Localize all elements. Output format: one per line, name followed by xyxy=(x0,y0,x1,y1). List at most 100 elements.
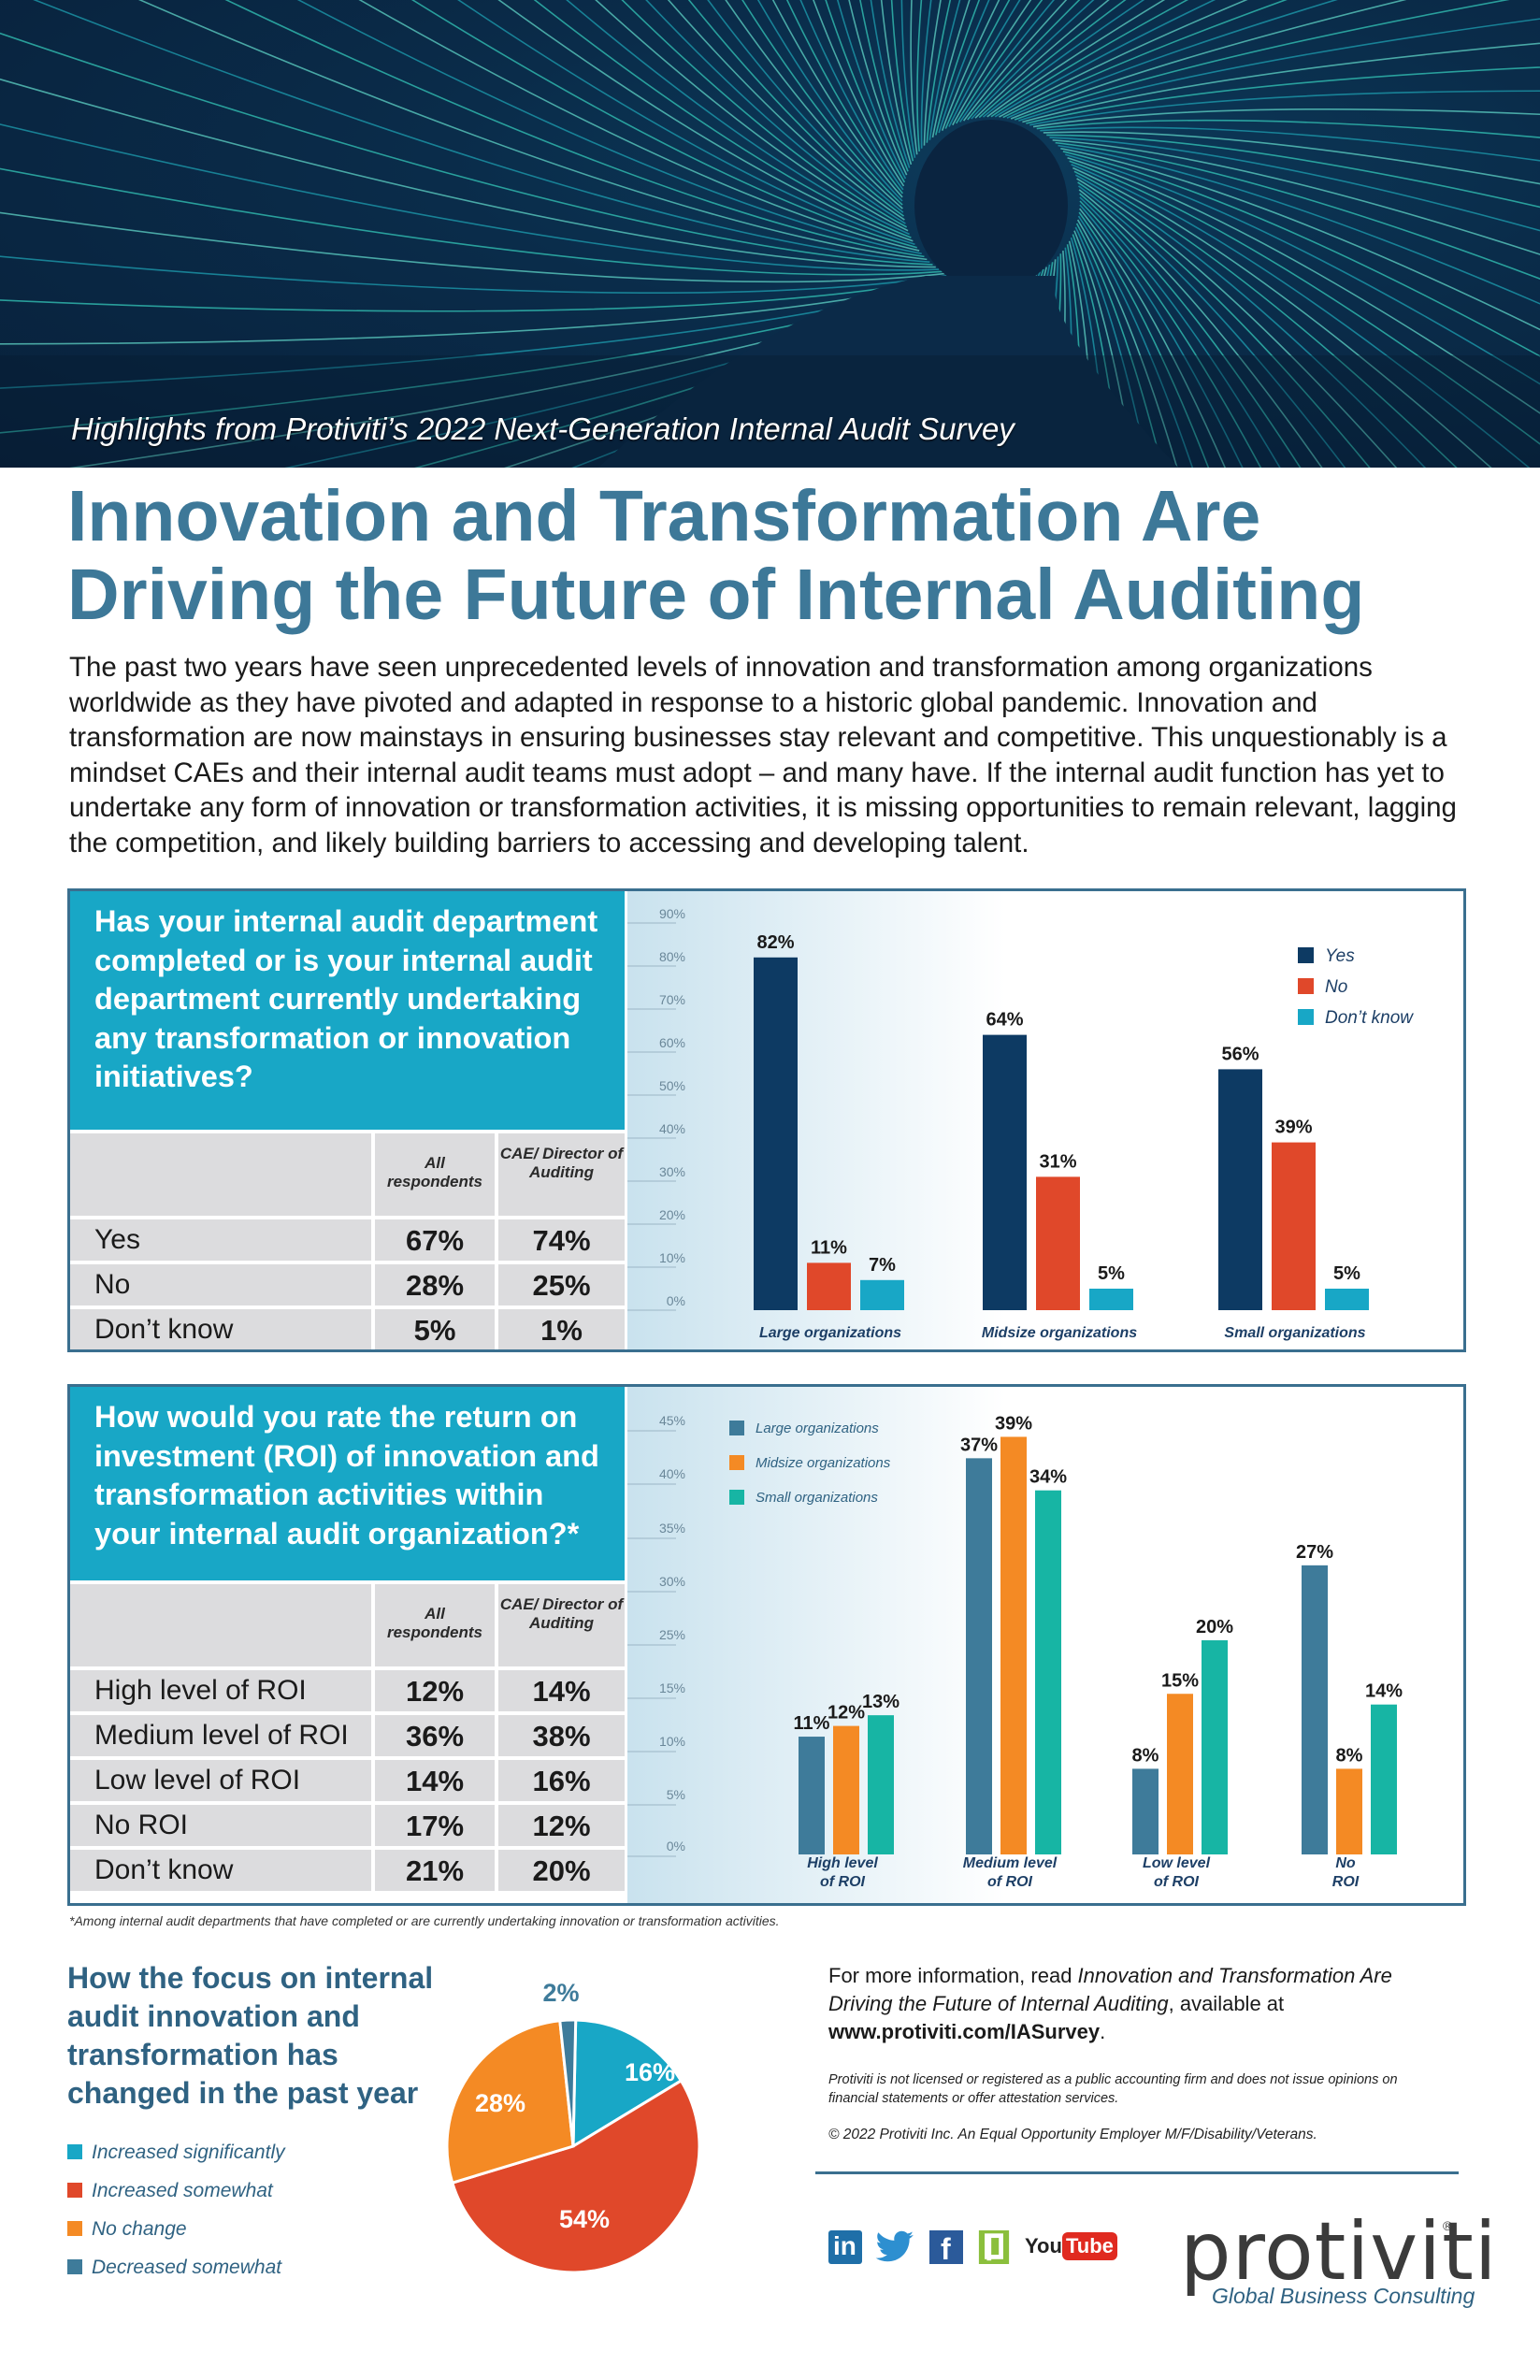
category-label: of ROI xyxy=(1154,1874,1200,1890)
y-tick-label: 60% xyxy=(659,1035,685,1050)
footnote: *Among internal audit departments that h… xyxy=(69,1913,780,1928)
bar xyxy=(754,957,798,1310)
survey-link[interactable]: www.protiviti.com/IASurvey xyxy=(828,2020,1101,2043)
more-info: For more information, read Innovation an… xyxy=(828,1964,1392,2043)
bar xyxy=(1036,1176,1080,1310)
col-cae: CAE/ Director of Auditing xyxy=(499,1595,624,1632)
category-label: Midsize organizations xyxy=(982,1325,1137,1341)
row-label: High level of ROI xyxy=(94,1675,307,1706)
y-tick-label: 20% xyxy=(659,1207,685,1222)
y-tick-label: 0% xyxy=(667,1293,685,1308)
data-label: 14% xyxy=(1365,1681,1403,1702)
linkedin-icon[interactable]: in xyxy=(828,2230,862,2264)
bar xyxy=(1167,1694,1193,1854)
pie-slice xyxy=(558,2018,578,2147)
bar xyxy=(833,1725,859,1854)
question-2: How would you rate the return on investm… xyxy=(70,1387,625,1580)
legend-swatch xyxy=(729,1455,744,1470)
data-label: 56% xyxy=(1221,1044,1259,1064)
hero-banner: Highlights from Protiviti’s 2022 Next-Ge… xyxy=(0,0,1540,468)
protiviti-logo: protiviti xyxy=(1180,2205,1498,2299)
bar xyxy=(799,1737,825,1854)
pie-slice xyxy=(445,2019,575,2185)
question-1: Has your internal audit department compl… xyxy=(70,891,625,1130)
category-label: Medium level xyxy=(963,1855,1058,1871)
bar xyxy=(1089,1289,1133,1310)
bar xyxy=(1035,1490,1061,1854)
logo-tagline: Global Business Consulting xyxy=(1212,2284,1475,2308)
legend-swatch xyxy=(729,1421,744,1435)
report-title: Innovation and Transformation Are Drivin… xyxy=(828,1964,1392,2015)
blog-icon[interactable] xyxy=(978,2230,1010,2264)
tunnel-graphic xyxy=(0,0,1540,468)
category-label: Large organizations xyxy=(759,1325,901,1341)
bar xyxy=(983,1034,1027,1310)
value-all: 28% xyxy=(405,1269,465,1302)
data-label: 39% xyxy=(1274,1118,1312,1138)
category-label: of ROI xyxy=(820,1874,866,1890)
legend-swatch xyxy=(1298,978,1314,994)
bar xyxy=(807,1262,851,1310)
value-all: 67% xyxy=(405,1224,465,1257)
bar xyxy=(1218,1069,1262,1310)
y-tick-label: 30% xyxy=(659,1574,685,1589)
legend-label: Large organizations xyxy=(756,1421,879,1436)
value-cae: 1% xyxy=(540,1314,583,1347)
col-all-respondents: All respondents xyxy=(386,1154,483,1190)
y-tick-label: 40% xyxy=(659,1121,685,1136)
value-all: 21% xyxy=(405,1854,465,1887)
col-all-respondents: All respondents xyxy=(386,1605,483,1641)
legend-label: Don’t know xyxy=(1325,1008,1414,1028)
pie-legend-item: No change xyxy=(67,2218,187,2241)
registered-mark: ® xyxy=(1443,2218,1453,2233)
category-label: of ROI xyxy=(987,1874,1033,1890)
data-label: 64% xyxy=(986,1010,1023,1031)
bar xyxy=(1302,1565,1328,1854)
data-label: 5% xyxy=(1333,1263,1360,1284)
category-label: ROI xyxy=(1332,1874,1360,1890)
bar xyxy=(1132,1768,1159,1854)
twitter-icon[interactable] xyxy=(873,2230,916,2264)
data-label: 11% xyxy=(794,1713,830,1734)
legend-swatch xyxy=(1298,1009,1314,1025)
row-label: No xyxy=(94,1269,131,1300)
pie-label: 16% xyxy=(625,2058,675,2086)
row-label: Medium level of ROI xyxy=(94,1720,349,1751)
legend-label: Midsize organizations xyxy=(756,1455,891,1471)
category-label: Low level xyxy=(1143,1855,1211,1871)
y-tick-label: 70% xyxy=(659,992,685,1007)
data-label: 27% xyxy=(1296,1542,1333,1563)
value-all: 36% xyxy=(405,1720,465,1753)
value-cae: 16% xyxy=(532,1765,591,1797)
bar xyxy=(1325,1289,1369,1310)
legend-swatch xyxy=(729,1490,744,1505)
y-tick-label: 0% xyxy=(667,1839,685,1854)
facebook-icon[interactable]: f xyxy=(929,2230,963,2266)
data-label: 13% xyxy=(862,1692,900,1712)
row-label: Don’t know xyxy=(94,1314,234,1345)
data-label: 39% xyxy=(995,1413,1032,1434)
bar xyxy=(868,1715,894,1854)
value-all: 14% xyxy=(405,1765,465,1797)
row-label: No ROI xyxy=(94,1810,189,1840)
bar xyxy=(1202,1640,1228,1854)
chart-transformation: 0% 10% 20% 30% 40% 50% 60% 70% 80% 90% 82% 11% 7% Lar… xyxy=(627,891,1463,1349)
data-label: 7% xyxy=(869,1255,896,1276)
y-tick-label: 25% xyxy=(659,1627,685,1642)
roi-panel: How would you rate the return on investm… xyxy=(67,1384,1466,1906)
category-label: Small organizations xyxy=(1224,1325,1365,1341)
data-label: 11% xyxy=(811,1237,847,1258)
youtube-icon[interactable]: You Tube xyxy=(1025,2230,1117,2264)
value-cae: 20% xyxy=(532,1854,591,1887)
intro-paragraph: The past two years have seen unprecedent… xyxy=(69,652,1457,858)
pie-slice xyxy=(571,2018,684,2149)
value-cae: 12% xyxy=(532,1810,591,1842)
legend-swatch xyxy=(1298,947,1314,963)
col-cae: CAE/ Director of Auditing xyxy=(499,1145,624,1181)
data-label: 8% xyxy=(1132,1745,1159,1766)
legend-label: Yes xyxy=(1325,946,1355,966)
y-tick-label: 30% xyxy=(659,1164,685,1179)
y-tick-label: 45% xyxy=(659,1413,685,1428)
data-label: 82% xyxy=(756,932,794,953)
page-title: Innovation and Transformation Are Drivin… xyxy=(67,476,1365,635)
